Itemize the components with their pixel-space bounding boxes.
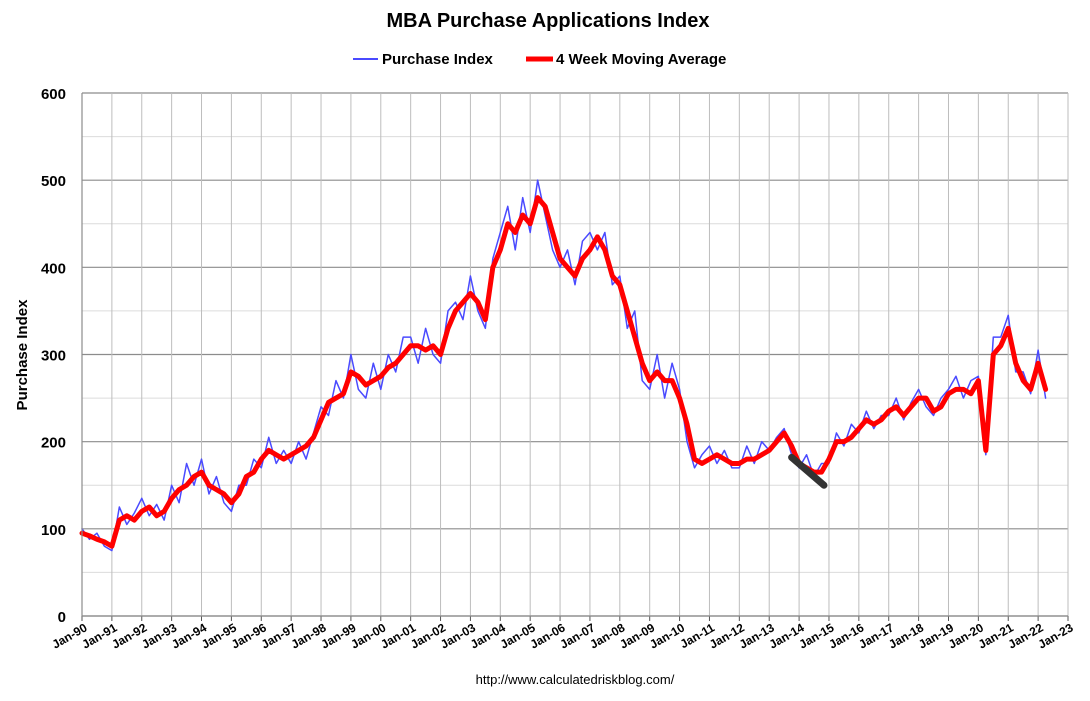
- source-label: http://www.calculatedriskblog.com/: [476, 672, 675, 687]
- y-tick-label: 400: [41, 260, 66, 277]
- x-tick-label: Jan-23: [1036, 620, 1076, 651]
- y-tick-label: 0: [58, 609, 66, 626]
- y-axis-label: Purchase Index: [14, 299, 31, 411]
- y-tick-label: 300: [41, 348, 66, 365]
- y-tick-label: 200: [41, 435, 66, 452]
- chart-title: MBA Purchase Applications Index: [386, 10, 709, 32]
- y-tick-label: 500: [41, 173, 66, 190]
- series-line-highlight: [788, 453, 828, 489]
- grid: [81, 92, 1069, 617]
- legend-label-moving-average: 4 Week Moving Average: [556, 51, 726, 68]
- legend: Purchase Index 4 Week Moving Average: [353, 51, 726, 68]
- legend-label-purchase-index: Purchase Index: [382, 51, 494, 68]
- axes: 0100200300400500600Jan-90Jan-91Jan-92Jan…: [41, 86, 1076, 652]
- y-tick-label: 100: [41, 522, 66, 539]
- y-tick-label: 600: [41, 86, 66, 103]
- series-layer: [79, 179, 1049, 552]
- series-line-4-week-moving-average: [79, 195, 1049, 549]
